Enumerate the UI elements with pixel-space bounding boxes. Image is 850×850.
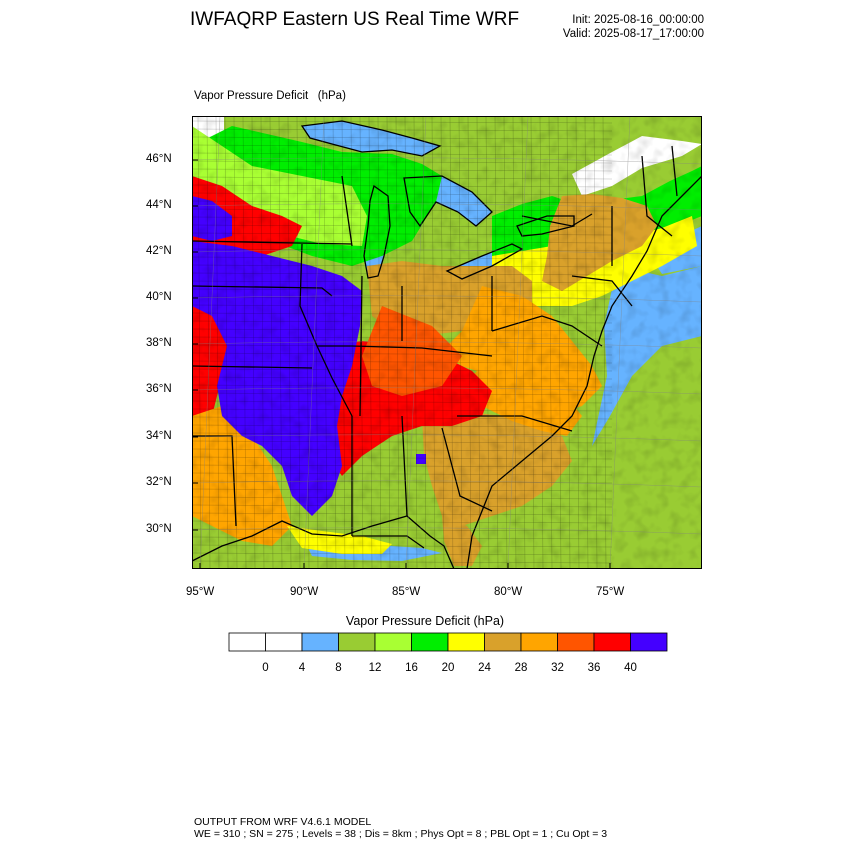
colorbar-label: 24 [478, 662, 491, 674]
map-frame [192, 116, 702, 569]
colorbar-label: 16 [405, 662, 418, 674]
panel-label: Vapor Pressure Deficit (hPa) [194, 90, 346, 102]
colorbar-swatch [484, 632, 522, 652]
model-footer: OUTPUT FROM WRF V4.6.1 MODEL WE = 310 ; … [194, 816, 607, 840]
colorbar-swatch [374, 632, 412, 652]
map-panel [192, 116, 702, 569]
colorbar-swatch [447, 632, 485, 652]
county-boundaries [192, 116, 613, 569]
longitude-label: 75°W [596, 586, 625, 598]
latitude-label: 46°N [146, 153, 172, 165]
colorbar-swatch [593, 632, 631, 652]
colorbar-swatch [265, 632, 303, 652]
footer-line-1: OUTPUT FROM WRF V4.6.1 MODEL [194, 816, 372, 828]
colorbar-swatch [338, 632, 376, 652]
colorbar-label: 32 [551, 662, 564, 674]
longitude-label: 85°W [392, 586, 421, 598]
latitude-label: 42°N [146, 245, 172, 257]
colorbar-label: 40 [624, 662, 637, 674]
colorbar-swatch [228, 632, 266, 652]
time-info: Init: 2025-08-16_00:00:00 Valid: 2025-08… [563, 13, 704, 41]
init-time: Init: 2025-08-16_00:00:00 [572, 14, 704, 26]
latitude-label: 40°N [146, 291, 172, 303]
latitude-label: 38°N [146, 337, 172, 349]
colorbar-label: 12 [368, 662, 382, 674]
colorbar-label: 4 [298, 662, 306, 674]
plot-title: IWFAQRP Eastern US Real Time WRF [190, 9, 520, 30]
footer-line-2: WE = 310 ; SN = 275 ; Levels = 38 ; Dis … [194, 828, 608, 840]
colorbar-swatch [520, 632, 558, 652]
axis-ticks [192, 159, 611, 569]
latitude-label: 44°N [146, 199, 172, 211]
longitude-label: 95°W [186, 586, 215, 598]
graticule [192, 116, 702, 569]
colorbar-label: 0 [262, 662, 269, 674]
colorbar-title: Vapor Pressure Deficit (hPa) [345, 614, 505, 628]
colorbar-swatch [301, 632, 339, 652]
longitude-label: 90°W [290, 586, 319, 598]
colorbar-label: 36 [587, 662, 601, 674]
colorbar-label: 28 [514, 662, 528, 674]
latitude-label: 32°N [146, 476, 172, 488]
colorbar-swatch [411, 632, 449, 652]
latitude-label: 34°N [146, 430, 172, 442]
coastlines [192, 120, 702, 569]
vpd-map [192, 116, 702, 569]
state-boundaries [192, 145, 678, 549]
colorbar [228, 632, 668, 652]
colorbar-label: 8 [335, 662, 342, 674]
colorbar-swatch [630, 632, 668, 652]
latitude-label: 36°N [146, 383, 172, 395]
colorbar-swatch [557, 632, 595, 652]
valid-time: Valid: 2025-08-17_17:00:00 [562, 28, 704, 40]
colorbar-label: 20 [441, 662, 455, 674]
latitude-label: 30°N [146, 523, 172, 535]
longitude-label: 80°W [494, 586, 523, 598]
